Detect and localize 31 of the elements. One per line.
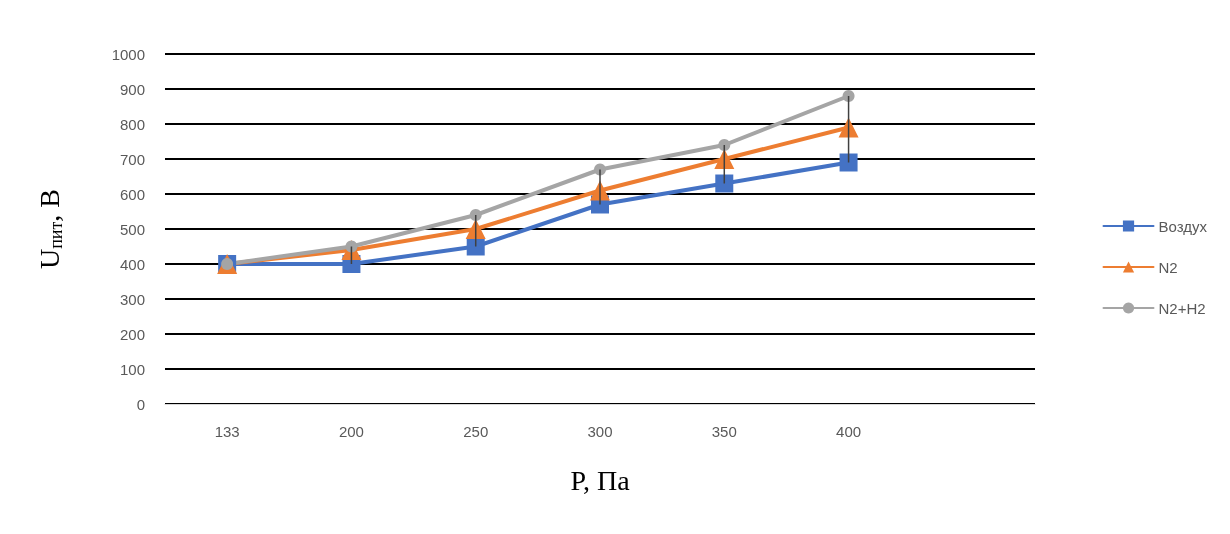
x-tick-label: 350 bbox=[711, 423, 737, 440]
point bbox=[839, 153, 858, 172]
x-tick-label: 400 bbox=[836, 423, 862, 440]
x-tick-label: 300 bbox=[587, 423, 613, 440]
x-tick-label: 200 bbox=[338, 423, 364, 440]
y-tick-label: 100 bbox=[119, 360, 145, 378]
legend-label: N2+H2 bbox=[1158, 299, 1206, 317]
legend-label: N2 bbox=[1158, 258, 1178, 276]
x-tick-label: 250 bbox=[463, 423, 489, 440]
x-tick-label: 133 bbox=[214, 423, 240, 440]
y-tick-label: 700 bbox=[119, 150, 145, 168]
y-tick-label: 600 bbox=[119, 185, 145, 203]
y-tick-label: 900 bbox=[119, 80, 145, 98]
y-tick-label: 400 bbox=[119, 255, 145, 273]
y-tick-label: 300 bbox=[119, 290, 145, 308]
point bbox=[842, 90, 855, 102]
point bbox=[838, 117, 859, 138]
y-tick-label: 1000 bbox=[111, 45, 145, 63]
y-tick-label: 200 bbox=[119, 325, 145, 343]
legend-label: Воздух bbox=[1158, 217, 1208, 235]
y-tick-label: 500 bbox=[119, 220, 145, 238]
point bbox=[465, 219, 486, 239]
point bbox=[466, 237, 485, 256]
point bbox=[718, 139, 731, 151]
y-tick-label: 0 bbox=[136, 395, 145, 413]
point bbox=[715, 174, 734, 193]
point bbox=[469, 209, 482, 221]
point bbox=[714, 149, 735, 169]
x-axis-title: P, Па bbox=[570, 464, 631, 496]
y-axis-title: Uпит, В bbox=[33, 188, 66, 270]
y-tick-label: 800 bbox=[119, 115, 145, 133]
